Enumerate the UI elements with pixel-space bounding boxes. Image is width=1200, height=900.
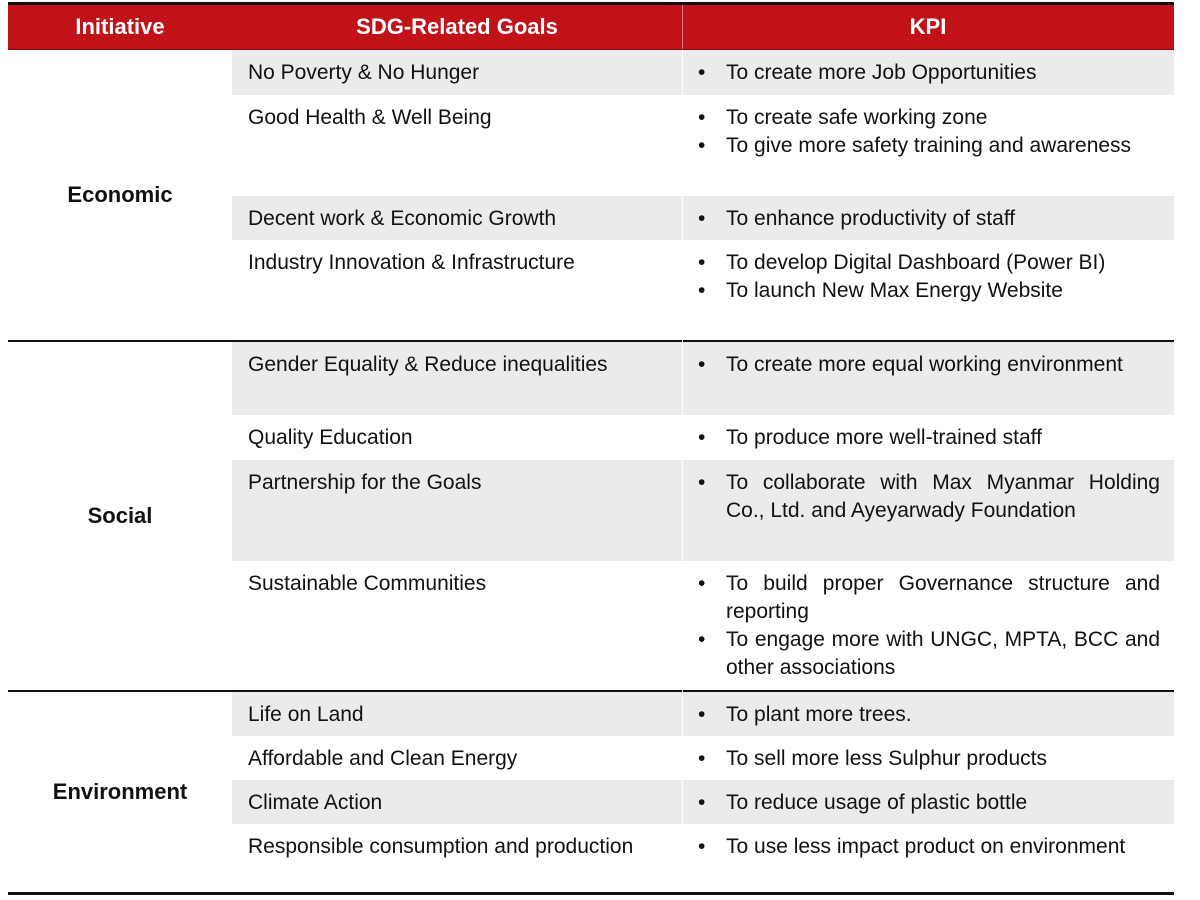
goal-cell: Quality Education (248, 426, 413, 449)
table-top-rule (8, 2, 1174, 5)
goal-cell: Gender Equality & Reduce inequalities (248, 353, 608, 376)
column-divider (682, 50, 683, 892)
table-bottom-rule (8, 892, 1174, 895)
table-row: Gender Equality & Reduce inequalities To… (232, 342, 1174, 415)
kpi-item: To reduce usage of plastic bottle (698, 789, 1160, 817)
kpi-cell: To collaborate with Max Myanmar Holding … (698, 469, 1160, 525)
table-row: Life on Land To plant more trees. (232, 692, 1174, 736)
goal-cell: Climate Action (248, 791, 383, 814)
table-row: Partnership for the Goals To collaborate… (232, 460, 1174, 561)
kpi-cell: To reduce usage of plastic bottle (698, 789, 1160, 817)
kpi-item: To create more equal working environment (698, 351, 1160, 379)
kpi-item: To develop Digital Dashboard (Power BI) (698, 249, 1160, 277)
table-row: No Poverty & No Hunger To create more Jo… (232, 50, 1174, 95)
goal-cell: Sustainable Communities (248, 572, 487, 595)
kpi-cell: To use less impact product on environmen… (698, 833, 1160, 861)
goal-cell: Partnership for the Goals (248, 471, 482, 494)
kpi-cell: To enhance productivity of staff (698, 205, 1160, 233)
kpi-cell: To develop Digital Dashboard (Power BI) … (698, 249, 1160, 305)
header-kpi: KPI (909, 14, 947, 39)
table-row: Industry Innovation & Infrastructure To … (232, 240, 1174, 340)
kpi-item: To create more Job Opportunities (698, 59, 1160, 87)
kpi-item: To sell more less Sulphur products (698, 745, 1160, 773)
kpi-item: To give more safety training and awarene… (698, 132, 1160, 160)
kpi-cell: To build proper Governance structure and… (698, 570, 1160, 682)
goal-cell: Life on Land (248, 703, 364, 726)
kpi-item: To build proper Governance structure and… (698, 570, 1160, 626)
kpi-cell: To plant more trees. (698, 701, 1160, 729)
kpi-cell: To sell more less Sulphur products (698, 745, 1160, 773)
header-goals: SDG-Related Goals (356, 14, 558, 39)
table-row: Affordable and Clean Energy To sell more… (232, 736, 1174, 780)
goal-cell: Affordable and Clean Energy (248, 747, 518, 770)
group-divider (8, 340, 1174, 342)
table-row: Good Health & Well Being To create safe … (232, 95, 1174, 196)
table-header: Initiative SDG-Related Goals KPI (8, 5, 1174, 50)
goal-cell: Decent work & Economic Growth (248, 207, 557, 230)
group-divider (8, 690, 1174, 692)
kpi-item: To collaborate with Max Myanmar Holding … (698, 469, 1160, 525)
kpi-item: To engage more with UNGC, MPTA, BCC and … (698, 626, 1160, 682)
kpi-cell: To create more Job Opportunities (698, 59, 1160, 87)
initiative-economic: Economic (67, 182, 173, 207)
header-initiative: Initiative (75, 14, 165, 39)
kpi-cell: To produce more well-trained staff (698, 424, 1160, 452)
kpi-cell: To create safe working zone To give more… (698, 104, 1160, 160)
table-row: Quality Education To produce more well-t… (232, 415, 1174, 460)
goal-cell: Industry Innovation & Infrastructure (248, 251, 575, 274)
table-row: Sustainable Communities To build proper … (232, 561, 1174, 690)
header-divider (682, 5, 683, 49)
kpi-item: To launch New Max Energy Website (698, 277, 1160, 305)
table-row: Responsible consumption and production T… (232, 824, 1174, 892)
kpi-item: To use less impact product on environmen… (698, 833, 1160, 861)
kpi-cell: To create more equal working environment (698, 351, 1160, 379)
kpi-item: To enhance productivity of staff (698, 205, 1160, 233)
table-row: Decent work & Economic Growth To enhance… (232, 196, 1174, 240)
initiative-environment: Environment (52, 779, 188, 804)
table-row: Climate Action To reduce usage of plasti… (232, 780, 1174, 824)
goal-cell: Good Health & Well Being (248, 106, 492, 129)
kpi-item: To create safe working zone (698, 104, 1160, 132)
goal-cell: Responsible consumption and production (248, 835, 634, 858)
kpi-item: To produce more well-trained staff (698, 424, 1160, 452)
kpi-item: To plant more trees. (698, 701, 1160, 729)
initiative-social: Social (87, 503, 153, 528)
goal-cell: No Poverty & No Hunger (248, 61, 480, 84)
